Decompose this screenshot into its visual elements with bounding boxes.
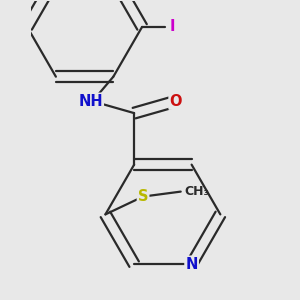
Text: CH₃: CH₃ [185, 185, 210, 198]
Text: NH: NH [78, 94, 103, 109]
Text: I: I [170, 20, 175, 34]
Text: N: N [185, 257, 198, 272]
Text: O: O [169, 94, 182, 109]
Text: S: S [138, 189, 148, 204]
